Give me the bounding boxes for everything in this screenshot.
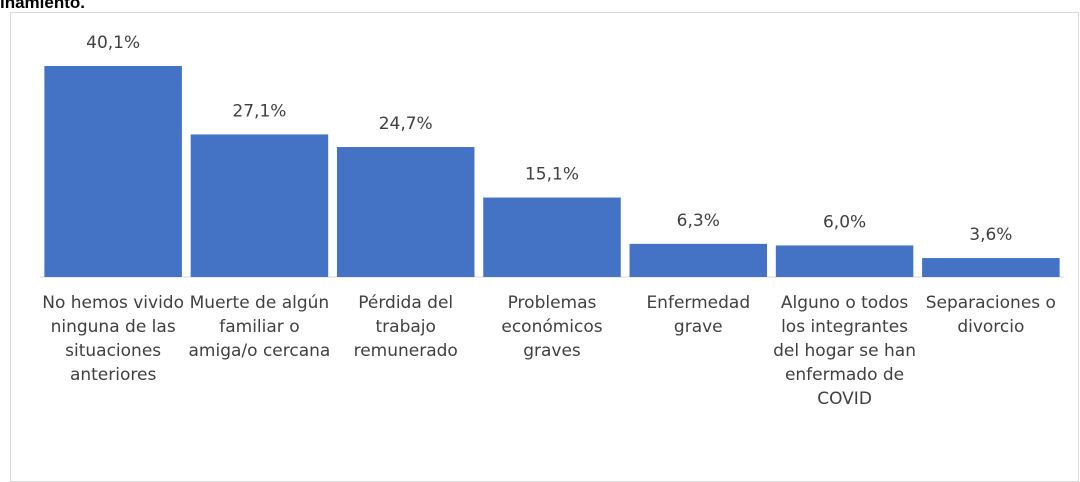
value-label: 27,1% — [232, 101, 286, 121]
bar — [922, 258, 1060, 277]
value-label: 6,0% — [823, 212, 866, 232]
chart-title: inamiento. — [0, 0, 86, 12]
bar — [336, 147, 475, 277]
x-tick-label: No hemos vivido ninguna de las situacion… — [42, 293, 185, 385]
x-tick-label: Muerte de algún familiar o amiga/o cerca… — [188, 293, 331, 361]
x-tick-label: Problemas económicos graves — [501, 293, 603, 361]
bar — [190, 134, 329, 277]
bar — [775, 245, 914, 277]
value-label: 6,3% — [677, 211, 720, 231]
x-tick-label: Alguno o todos los integrantes del hogar… — [773, 293, 916, 409]
value-label: 24,7% — [379, 114, 433, 134]
value-label: 15,1% — [525, 165, 579, 185]
bar — [629, 243, 768, 277]
bar — [483, 197, 621, 277]
value-label: 3,6% — [969, 225, 1012, 245]
bar — [44, 66, 182, 277]
x-tick-label: Enfermedad grave — [646, 293, 751, 337]
x-tick-label: Separaciones o divorcio — [925, 293, 1056, 337]
value-label: 40,1% — [86, 33, 140, 53]
x-tick-label: Pérdida del trabajo remunerado — [353, 293, 458, 361]
